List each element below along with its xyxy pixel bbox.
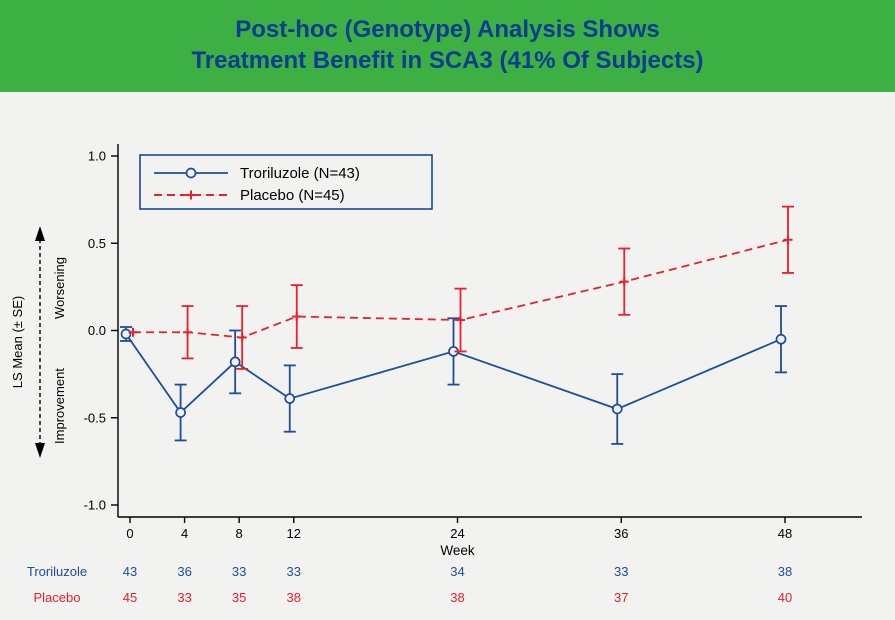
count-row-label-placebo: Placebo — [34, 590, 81, 605]
legend-label-placebo: Placebo (N=45) — [240, 187, 345, 204]
x-tick-label: 24 — [450, 526, 464, 541]
count-value: 36 — [177, 564, 191, 579]
legend-marker-circle-icon — [185, 167, 197, 179]
data-point-marker — [284, 393, 296, 404]
x-tick-label: 4 — [181, 526, 188, 541]
y-tick-label: 0.5 — [88, 236, 106, 251]
count-value: 35 — [232, 590, 246, 605]
count-value: 43 — [123, 564, 137, 579]
data-point-marker — [775, 333, 787, 345]
counts-table: Troriluzole 43 36 33 33 34 33 38 Placebo 45 33 35 38… — [27, 564, 792, 605]
x-tick-label: 8 — [236, 526, 243, 541]
count-value: 45 — [123, 590, 137, 605]
y-tick-label: -1.0 — [84, 498, 106, 513]
x-tick-label: 12 — [287, 526, 301, 541]
worsening-label: Worsening — [52, 257, 67, 319]
data-point-marker — [120, 328, 132, 340]
slide-header: Post-hoc (Genotype) Analysis Shows Treat… — [0, 0, 895, 92]
count-value: 38 — [778, 564, 792, 579]
count-value: 33 — [177, 590, 191, 605]
count-value: 33 — [614, 564, 628, 579]
arrow-up-icon — [35, 226, 45, 241]
x-tick-label: 0 — [126, 526, 133, 541]
legend-box — [139, 154, 433, 210]
count-value: 40 — [778, 590, 792, 605]
y-tick-label: -0.5 — [84, 410, 106, 425]
y-axis-ticks: 1.0 0.5 0.0 -0.5 -1.0 — [84, 149, 118, 513]
data-point-marker — [175, 407, 186, 418]
count-value: 38 — [450, 590, 464, 605]
count-value: 38 — [287, 590, 301, 605]
y-tick-label: 1.0 — [88, 149, 106, 164]
y-axis-annotations: LS Mean (± SE) Worsening Improvement — [10, 226, 67, 458]
x-axis-title: Week — [440, 543, 475, 558]
y-tick-label: 0.0 — [88, 323, 106, 338]
count-row-label-troriluzole: Troriluzole — [27, 564, 87, 579]
count-value: 33 — [287, 564, 301, 579]
x-tick-label: 36 — [614, 526, 628, 541]
chart-area: 1.0 0.5 0.0 -0.5 -1.0 0 4 8 12 24 36 48 Week LS Mean … — [0, 92, 895, 620]
x-tick-label: 48 — [778, 526, 792, 541]
legend-label-troriluzole: Troriluzole (N=43) — [240, 165, 360, 182]
y-axis-title: LS Mean (± SE) — [10, 296, 25, 388]
improvement-label: Improvement — [52, 368, 67, 444]
arrow-down-icon — [35, 443, 45, 458]
count-value: 37 — [614, 590, 628, 605]
slide-title-line-2: Treatment Benefit in SCA3 (41% Of Subjec… — [191, 47, 704, 74]
series-placebo — [128, 205, 794, 370]
slide-title-line-1: Post-hoc (Genotype) Analysis Shows — [235, 16, 660, 44]
data-point-marker — [229, 356, 241, 368]
data-point-marker — [611, 403, 623, 415]
count-value: 34 — [450, 564, 464, 579]
count-value: 33 — [232, 564, 246, 579]
legend: Troriluzole (N=43) Placebo (N=45) — [139, 154, 433, 210]
series-troriluzole — [120, 305, 787, 445]
